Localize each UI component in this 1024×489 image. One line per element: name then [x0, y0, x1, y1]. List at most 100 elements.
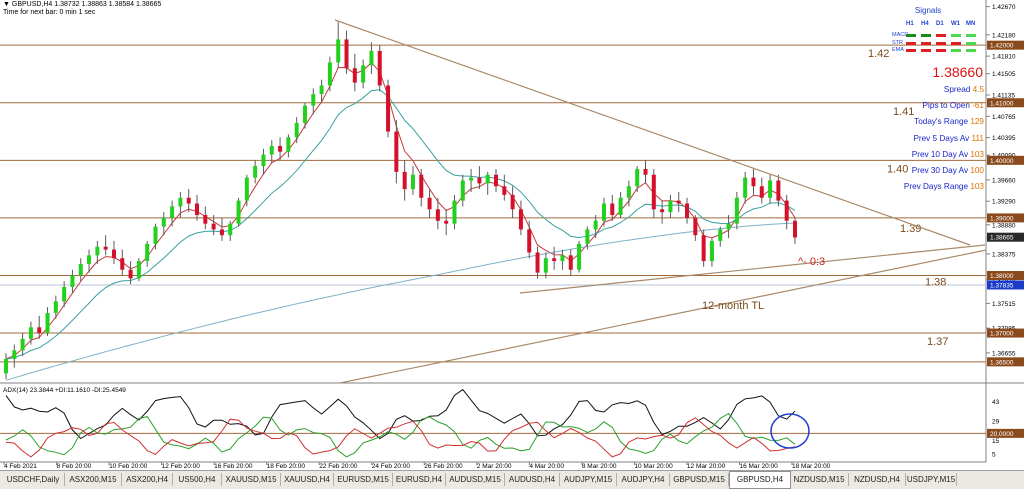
candle[interactable]	[178, 197, 183, 207]
tab-audjpy-h4[interactable]: AUDJPY,H4	[617, 473, 670, 486]
candle[interactable]	[560, 255, 565, 262]
candle[interactable]	[195, 203, 200, 216]
candle[interactable]	[626, 186, 631, 198]
candle[interactable]	[668, 200, 673, 213]
candle[interactable]	[793, 220, 797, 238]
candle[interactable]	[327, 62, 332, 86]
candle[interactable]	[460, 180, 465, 201]
candle[interactable]	[286, 137, 291, 152]
candle[interactable]	[685, 203, 690, 218]
candle[interactable]	[70, 275, 75, 287]
candle[interactable]	[203, 215, 208, 224]
candle[interactable]	[294, 122, 299, 138]
price-chart[interactable]: 1.42 1.41 1.40 1.39 1.38 1.37 ^- 0:3 12-month …	[0, 0, 1024, 470]
tab-eurusd-h4[interactable]: EURUSD,H4	[393, 473, 446, 486]
candle[interactable]	[577, 243, 582, 270]
candle[interactable]	[45, 312, 50, 334]
candle[interactable]	[53, 301, 58, 313]
candle[interactable]	[444, 220, 449, 224]
candle[interactable]	[510, 194, 515, 210]
candle[interactable]	[410, 174, 415, 190]
candle[interactable]	[120, 258, 125, 270]
candle[interactable]	[477, 177, 482, 184]
candle[interactable]	[535, 252, 540, 273]
candle[interactable]	[402, 171, 407, 190]
candle[interactable]	[419, 174, 424, 198]
candle[interactable]	[701, 235, 706, 262]
candle[interactable]	[734, 197, 739, 224]
tab-usdchf-daily[interactable]: USDCHF,Daily	[2, 473, 65, 486]
tab-asx200-h4[interactable]: ASX200,H4	[122, 473, 173, 486]
tab-asx200-m15[interactable]: ASX200,M15	[65, 473, 122, 486]
candle[interactable]	[494, 174, 499, 187]
candle[interactable]	[568, 255, 573, 270]
slow-ma-line[interactable]	[5, 222, 796, 381]
candle[interactable]	[726, 223, 731, 230]
candle[interactable]	[552, 258, 557, 262]
candle[interactable]	[452, 200, 457, 224]
tab-audusd-m15[interactable]: AUDUSD,M15	[446, 473, 505, 486]
tab-gbpusd-m15[interactable]: GBPUSD,M15	[670, 473, 729, 486]
candle[interactable]	[676, 200, 681, 204]
candle[interactable]	[427, 197, 432, 210]
candle[interactable]	[344, 39, 349, 69]
candle[interactable]	[186, 197, 191, 204]
candle[interactable]	[352, 68, 357, 83]
candle[interactable]	[610, 203, 615, 216]
candle[interactable]	[643, 168, 648, 175]
candle[interactable]	[253, 166, 258, 178]
candle[interactable]	[601, 203, 606, 221]
candle[interactable]	[469, 177, 474, 181]
candle[interactable]	[635, 168, 640, 187]
tab-audusd-h4[interactable]: AUDUSD,H4	[505, 473, 560, 486]
candle[interactable]	[62, 287, 67, 302]
plus-di-line[interactable]	[5, 412, 796, 458]
candle[interactable]	[768, 180, 773, 198]
candle[interactable]	[278, 145, 283, 152]
tab-audjpy-m15[interactable]: AUDJPY,M15	[560, 473, 617, 486]
candle[interactable]	[28, 327, 33, 339]
candle[interactable]	[228, 223, 233, 236]
tab-nzdusd-m15[interactable]: NZDUSD,M15	[790, 473, 849, 486]
candle[interactable]	[95, 246, 100, 256]
tab-xauusd-h4[interactable]: XAUUSD,H4	[281, 473, 334, 486]
candle[interactable]	[369, 50, 374, 66]
ascending-trendline[interactable]	[519, 244, 986, 294]
candle[interactable]	[593, 220, 598, 230]
candle[interactable]	[618, 197, 623, 216]
candle[interactable]	[759, 186, 764, 198]
adx-main-line[interactable]	[5, 388, 796, 440]
tab-xauusd-m15[interactable]: XAUUSD,M15	[222, 473, 281, 486]
candle[interactable]	[219, 229, 224, 236]
candle[interactable]	[153, 226, 158, 244]
candle[interactable]	[751, 177, 756, 187]
candle[interactable]	[170, 206, 175, 218]
candle[interactable]	[236, 200, 241, 224]
candle[interactable]	[502, 186, 507, 195]
candle[interactable]	[435, 209, 440, 221]
descending-trendline[interactable]	[334, 19, 971, 246]
candle[interactable]	[386, 85, 391, 132]
candle[interactable]	[776, 180, 781, 201]
tab-eurusd-m15[interactable]: EURUSD,M15	[334, 473, 393, 486]
candle[interactable]	[709, 240, 714, 262]
candle[interactable]	[111, 249, 116, 259]
candle[interactable]	[4, 358, 8, 374]
candle[interactable]	[485, 174, 490, 184]
candle[interactable]	[660, 209, 665, 213]
candle[interactable]	[211, 223, 216, 230]
candle[interactable]	[161, 217, 166, 227]
candle[interactable]	[336, 39, 341, 63]
candle[interactable]	[527, 229, 532, 253]
candle[interactable]	[718, 229, 723, 241]
candle[interactable]	[585, 229, 590, 244]
candle[interactable]	[361, 65, 366, 83]
candle[interactable]	[269, 145, 274, 155]
candle[interactable]	[244, 177, 249, 201]
candle[interactable]	[261, 154, 266, 167]
candle[interactable]	[145, 243, 150, 262]
candle[interactable]	[543, 258, 548, 273]
tab-gbpusd-h4[interactable]: GBPUSD,H4	[729, 471, 791, 489]
candle[interactable]	[784, 200, 789, 221]
candle[interactable]	[319, 85, 324, 95]
